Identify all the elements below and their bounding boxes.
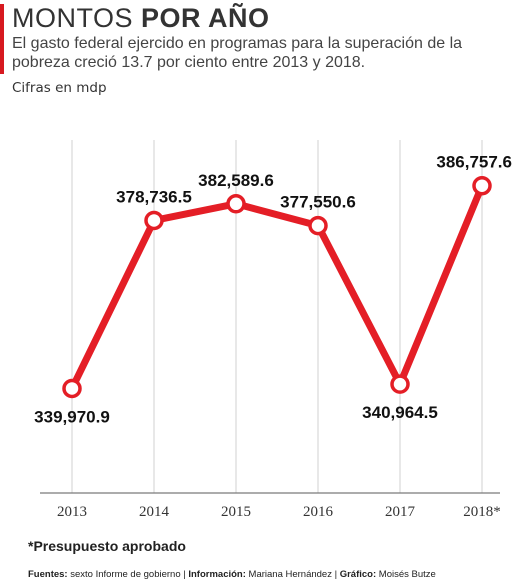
line-chart: 2013 2014 2015 2016 2017 2018* 339,970.9 378,73… [34,140,512,520]
data-point [144,210,164,231]
data-point [308,215,328,236]
data-label: 340,964.5 [362,403,438,422]
info-value: Mariana Hernández [248,569,332,580]
x-tick-label: 2013 [57,504,87,520]
data-point [226,194,246,214]
data-label: 382,589.6 [198,171,274,190]
sources-value: sexto Informe de gobierno [70,569,181,580]
sources-label: Fuentes: [28,569,68,580]
data-label: 378,736.5 [116,187,192,206]
chart-title: MONTOS POR AÑO [12,2,270,34]
x-tick-label: 2018* [463,504,501,520]
data-label: 377,550.6 [280,193,356,212]
credits: Fuentes: sexto Informe de gobierno | Inf… [28,569,436,580]
data-point [390,374,410,394]
x-tick-label: 2016 [303,504,334,520]
title-light: MONTOS [12,3,134,33]
info-label: Información: [188,569,246,580]
footnote: *Presupuesto aprobado [28,538,186,554]
chart-subtitle: El gasto federal ejercido en programas p… [12,35,463,71]
accent-bar [0,4,4,74]
series-line [68,182,486,392]
data-point [62,378,82,399]
data-label: 339,970.9 [34,407,110,426]
x-tick-label: 2015 [221,504,251,520]
graphic-label: Gráfico: [339,569,377,580]
x-tick-label: 2017 [385,504,416,520]
title-bold: POR AÑO [141,3,270,33]
units-label: Cifras en mdp [12,80,107,96]
graphic-value: Moisés Butze [378,569,436,580]
data-point [472,175,492,196]
x-tick-label: 2014 [139,504,170,520]
data-label: 386,757.6 [436,153,512,172]
